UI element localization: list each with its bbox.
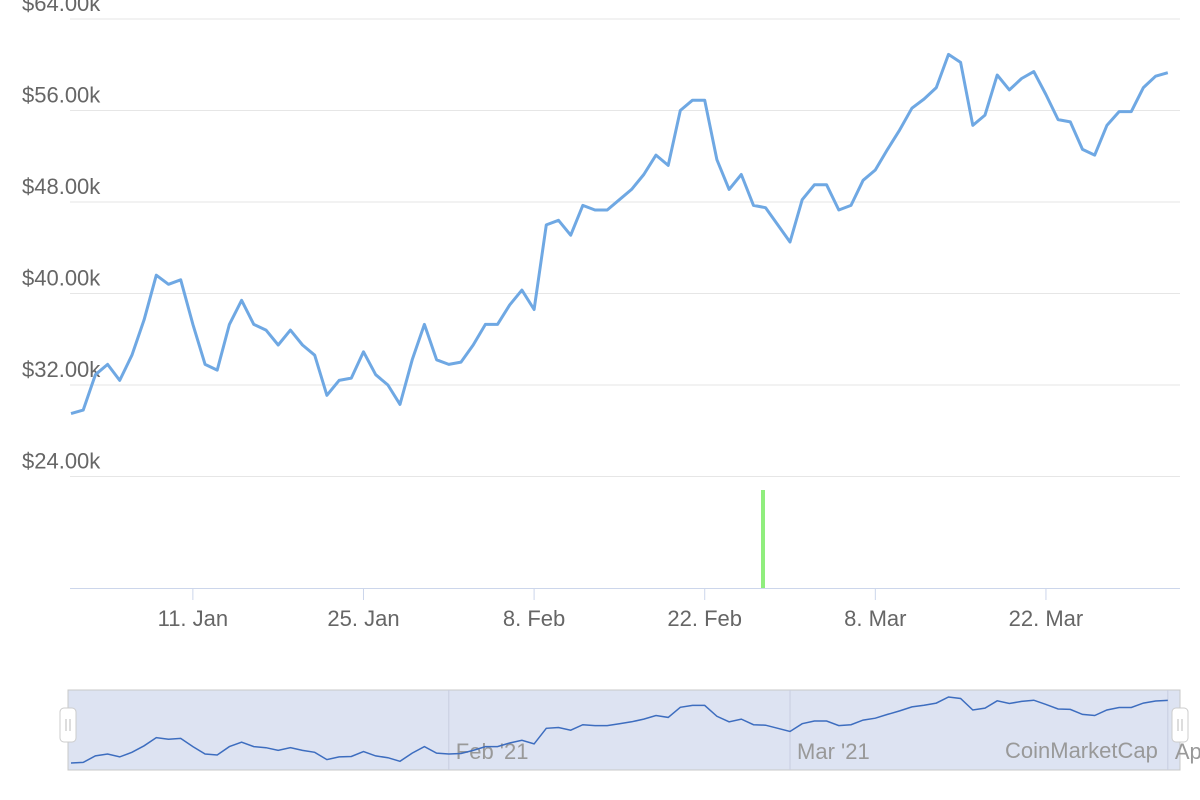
x-tick-label: 22. Feb bbox=[667, 606, 742, 631]
y-tick-label: $24.00k bbox=[22, 448, 101, 473]
cursor-marker bbox=[761, 490, 765, 588]
navigator-line bbox=[70, 696, 1168, 764]
navigator-handle[interactable] bbox=[1171, 707, 1189, 743]
x-tick-label: 22. Mar bbox=[1009, 606, 1084, 631]
y-tick-label: $32.00k bbox=[22, 357, 101, 382]
y-tick-label: $40.00k bbox=[22, 265, 101, 290]
price-line bbox=[70, 52, 1169, 416]
navigator-tick-label: Mar '21 bbox=[797, 739, 870, 764]
y-tick-label: $56.00k bbox=[22, 82, 101, 107]
navigator-tick-label: Apr '21 bbox=[1175, 739, 1200, 764]
credits: CoinMarketCap bbox=[1005, 738, 1158, 763]
x-tick-label: 11. Jan bbox=[158, 606, 229, 631]
y-tick-label: $48.00k bbox=[22, 174, 101, 199]
x-tick-label: 8. Feb bbox=[503, 606, 565, 631]
x-tick-label: 8. Mar bbox=[844, 606, 906, 631]
navigator-box bbox=[67, 689, 1181, 771]
y-tick-label: $64.00k bbox=[22, 0, 101, 16]
navigator-handle[interactable] bbox=[59, 707, 77, 743]
x-tick-label: 25. Jan bbox=[327, 606, 399, 631]
